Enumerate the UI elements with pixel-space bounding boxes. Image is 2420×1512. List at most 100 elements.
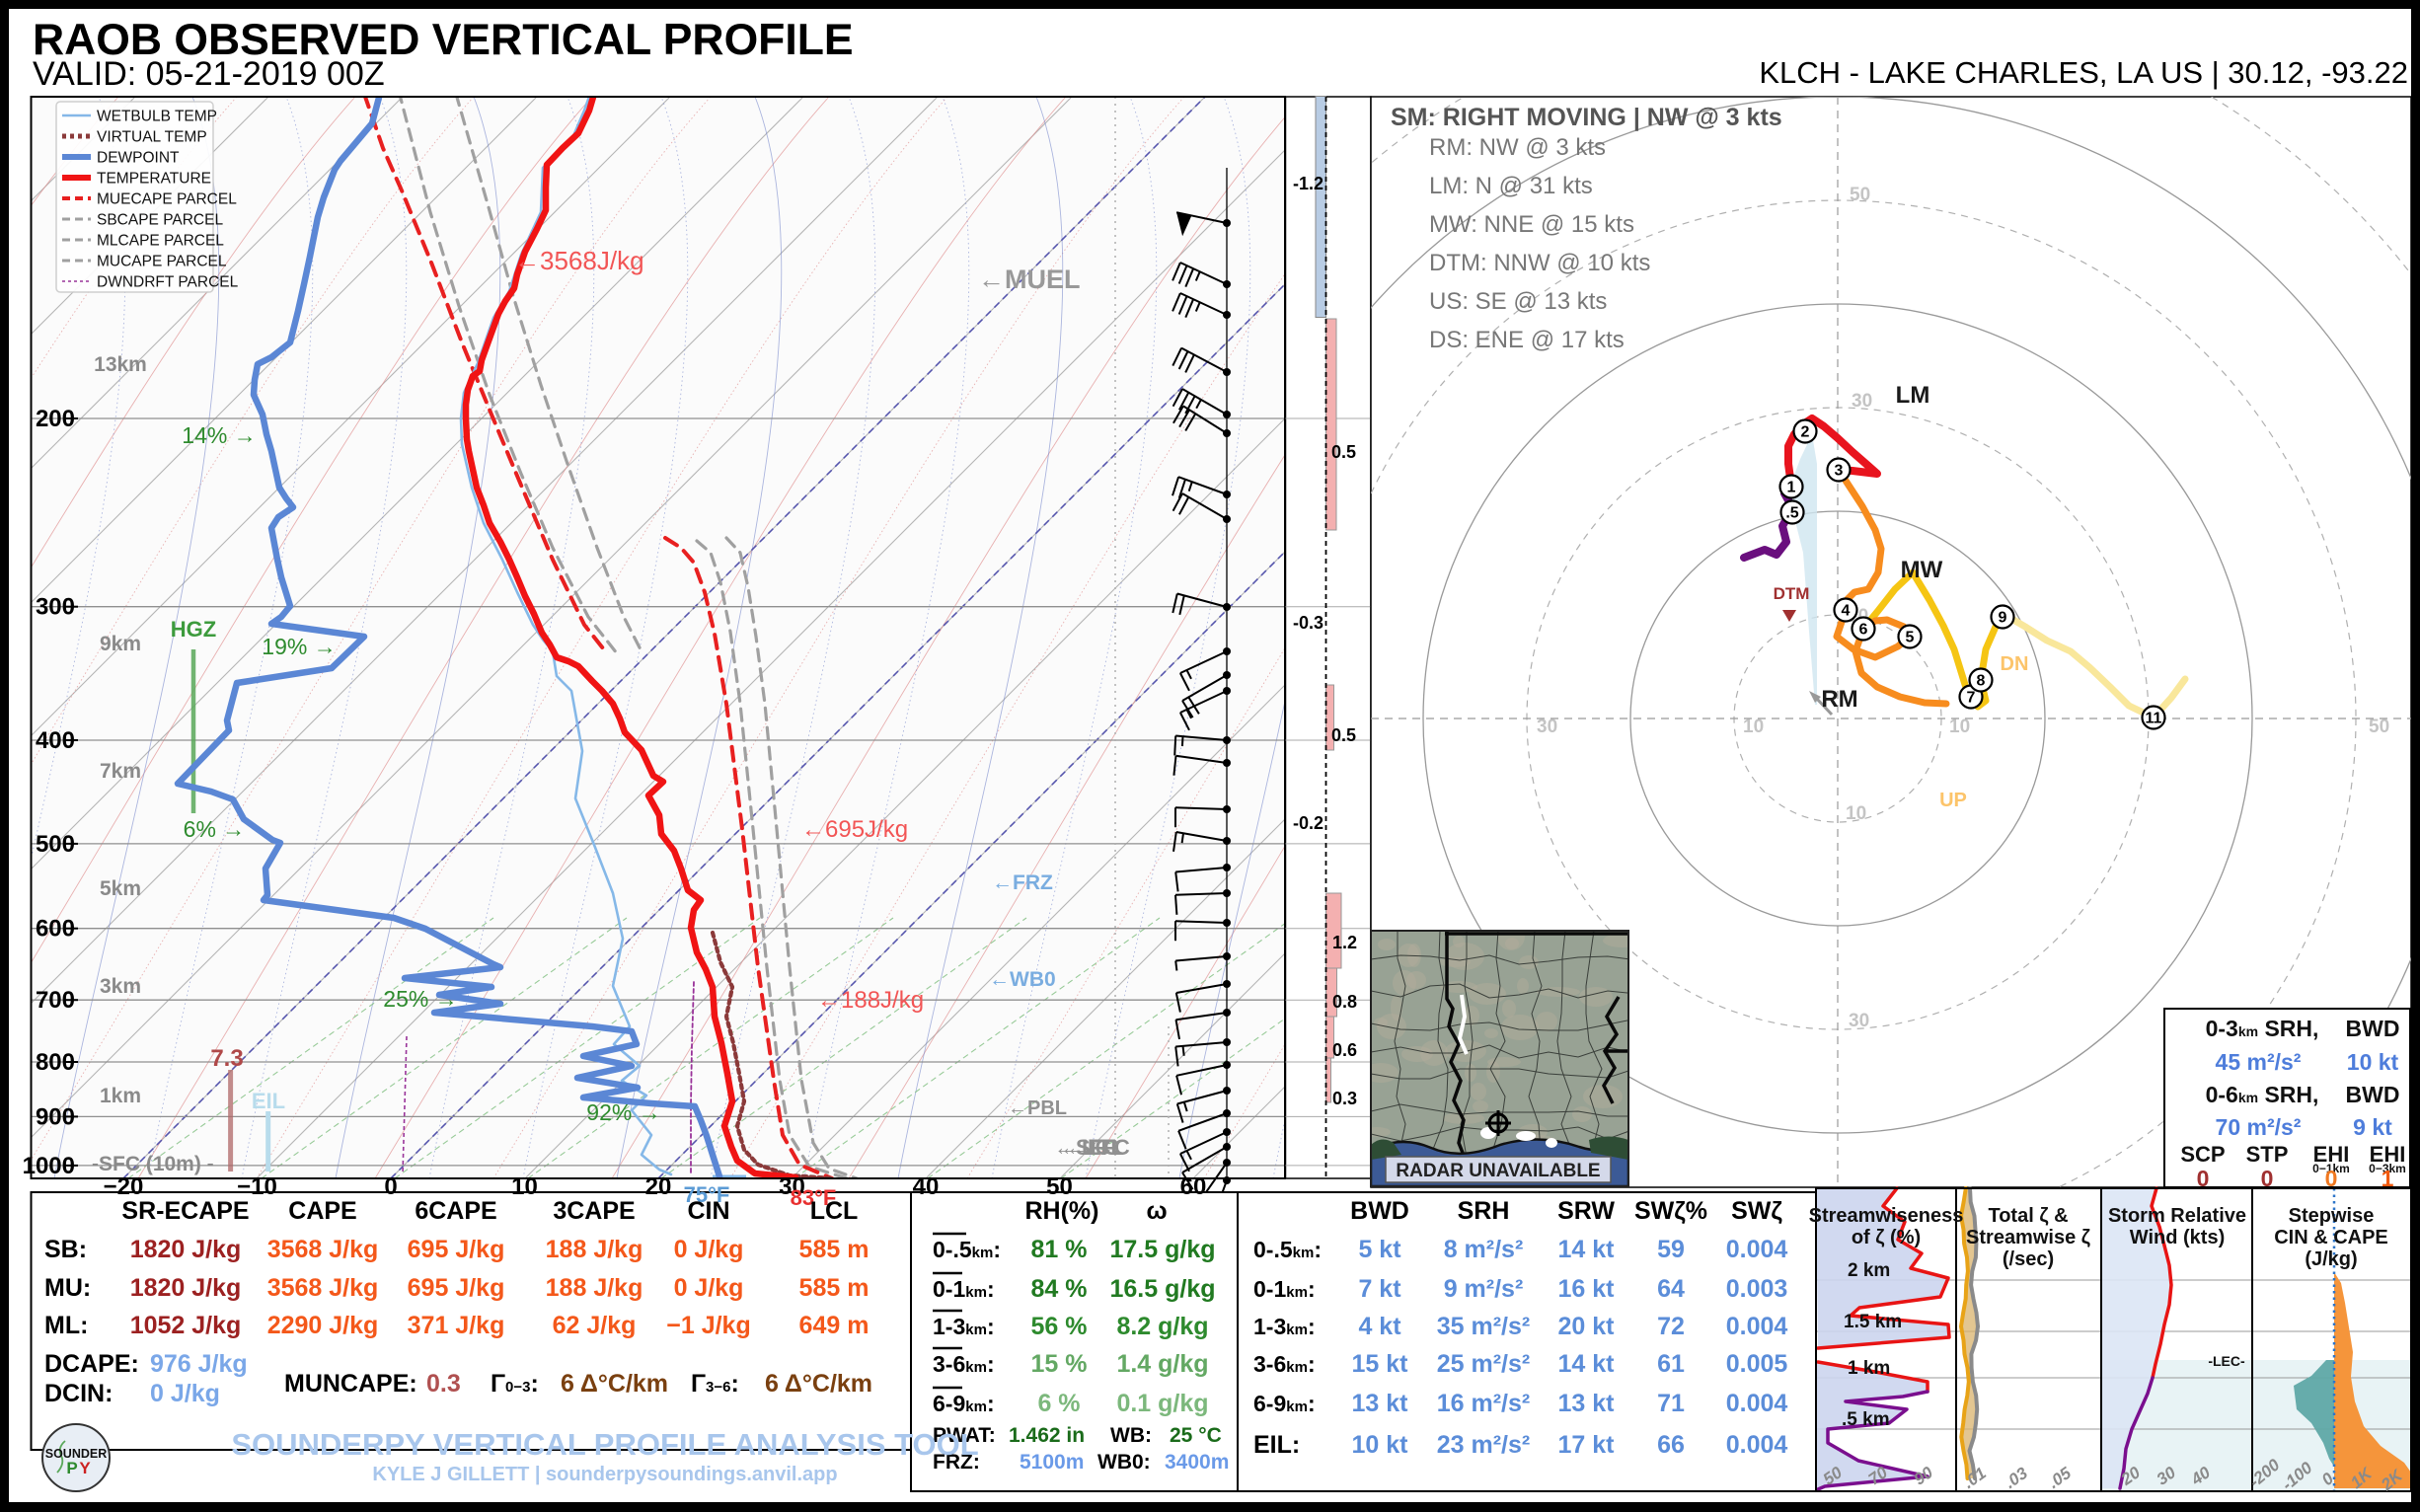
svg-text:585 m: 585 m [799,1274,870,1302]
svg-text:2: 2 [1801,424,1810,441]
svg-text:9: 9 [1999,610,2007,627]
svg-text:16 m²/s²: 16 m²/s² [1437,1390,1530,1417]
svg-text:SOUNDERPY VERTICAL PROFILE ANA: SOUNDERPY VERTICAL PROFILE ANALYSIS TOOL [231,1427,978,1462]
svg-text:BWD: BWD [2346,1082,2400,1107]
svg-text:5km: 5km [100,877,141,900]
svg-text:1.5 km: 1.5 km [1844,1312,1902,1332]
svg-text:US: SE @ 13 kts: US: SE @ 13 kts [1429,288,1607,315]
svg-text:SCP: SCP [2180,1142,2225,1167]
svg-text:Stepwise: Stepwise [2289,1205,2375,1227]
svg-text:ML:: ML: [44,1312,88,1339]
svg-text:50: 50 [1850,185,1870,205]
svg-text:0 J/kg: 0 J/kg [674,1274,744,1302]
svg-text:DWNDRFT PARCEL: DWNDRFT PARCEL [97,274,239,291]
svg-text:695 J/kg: 695 J/kg [408,1274,505,1302]
svg-text:25 m²/s²: 25 m²/s² [1437,1350,1530,1378]
svg-text:19% →: 19% → [262,634,336,659]
svg-text:1.462 in: 1.462 in [1009,1424,1085,1447]
svg-text:DN: DN [2001,653,2029,675]
svg-text:695 J/kg: 695 J/kg [408,1236,505,1263]
svg-text:20 kt: 20 kt [1558,1313,1616,1340]
svg-text:RM: NW @ 3 kts: RM: NW @ 3 kts [1429,134,1606,161]
svg-text:0−1km: 0−1km [2312,1162,2350,1175]
svg-text:SWζ%: SWζ% [1634,1197,1707,1225]
svg-text:16 kt: 16 kt [1558,1275,1616,1303]
svg-text:3568 J/kg: 3568 J/kg [267,1274,379,1302]
svg-text:RADAR UNAVAILABLE: RADAR UNAVAILABLE [1396,1161,1600,1181]
svg-text:3-6km:: 3-6km: [1253,1351,1316,1377]
svg-text:9km: 9km [100,633,141,655]
svg-text:Y: Y [79,1459,91,1477]
svg-text:(/sec): (/sec) [2003,1248,2054,1270]
svg-text:10: 10 [511,1173,538,1200]
svg-text:STP: STP [2246,1142,2289,1167]
svg-text:3568 J/kg: 3568 J/kg [267,1236,379,1263]
svg-text:0.3: 0.3 [426,1370,461,1398]
svg-text:10: 10 [1743,717,1764,737]
svg-text:10 kt: 10 kt [1352,1431,1409,1459]
svg-text:Storm Relative: Storm Relative [2108,1205,2246,1227]
svg-text:0.004: 0.004 [1726,1313,1788,1340]
svg-text:SBCAPE PARCEL: SBCAPE PARCEL [97,212,223,229]
svg-text:TEMPERATURE: TEMPERATURE [97,171,211,188]
svg-text:CIN & CAPE: CIN & CAPE [2274,1227,2388,1248]
svg-text:VIRTUAL TEMP: VIRTUAL TEMP [97,129,207,146]
svg-text:0: 0 [2261,1166,2274,1191]
svg-text:−1 J/kg: −1 J/kg [666,1312,750,1339]
svg-text:DCAPE:: DCAPE: [44,1350,139,1378]
svg-text:30: 30 [779,1173,805,1200]
svg-text:SWζ: SWζ [1731,1197,1782,1225]
svg-text:3400m: 3400m [1165,1451,1229,1474]
svg-text:0.004: 0.004 [1726,1431,1788,1459]
svg-text:MW: NNE @ 15 kts: MW: NNE @ 15 kts [1429,211,1634,238]
svg-text:DEWPOINT: DEWPOINT [97,150,180,167]
svg-text:0 J/kg: 0 J/kg [150,1380,220,1407]
svg-text:20: 20 [645,1173,672,1200]
svg-text:0−3km: 0−3km [2369,1162,2406,1175]
svg-text:64: 64 [1657,1275,1685,1303]
svg-text:−20: −20 [104,1173,144,1200]
svg-text:SRW: SRW [1557,1197,1615,1225]
svg-text:6CAPE: 6CAPE [415,1197,496,1225]
svg-text:6 Δ°C/km: 6 Δ°C/km [765,1370,872,1398]
svg-text:MW: MW [1901,557,1943,583]
svg-text:13 kt: 13 kt [1558,1390,1616,1417]
svg-text:←695J/kg: ←695J/kg [801,816,908,843]
svg-text:92% →: 92% → [586,1099,660,1125]
svg-text:1820 J/kg: 1820 J/kg [130,1274,242,1302]
svg-text:71: 71 [1657,1390,1685,1417]
svg-text:1.2: 1.2 [1332,933,1357,952]
svg-text:66: 66 [1657,1431,1685,1459]
svg-text:←FRZ: ←FRZ [992,871,1053,894]
svg-text:EHI: EHI [2370,1142,2406,1167]
svg-text:WB:: WB: [1110,1424,1152,1447]
svg-text:9 kt: 9 kt [2353,1114,2392,1140]
svg-text:10: 10 [1846,803,1866,824]
svg-text:7.3: 7.3 [210,1045,243,1072]
svg-text:15 kt: 15 kt [1352,1350,1409,1378]
svg-text:6 %: 6 % [1037,1390,1080,1417]
svg-text:←3568J/kg: ←3568J/kg [514,246,644,275]
svg-text:MUNCAPE:: MUNCAPE: [284,1370,417,1398]
svg-text:DCIN:: DCIN: [44,1380,113,1407]
svg-text:1: 1 [1787,480,1796,496]
svg-text:←SFC: ←SFC [1054,1135,1119,1160]
svg-text:-SFC (10m) -: -SFC (10m) - [92,1153,214,1175]
svg-text:SM: RIGHT MOVING | NW @ 3 kts: SM: RIGHT MOVING | NW @ 3 kts [1391,104,1782,131]
svg-text:←PBL: ←PBL [1008,1097,1067,1119]
svg-text:61: 61 [1657,1350,1685,1378]
svg-text:KLCH - LAKE CHARLES, LA US | 3: KLCH - LAKE CHARLES, LA US | 30.12, -93.… [1759,55,2408,90]
svg-text:7km: 7km [100,760,141,783]
svg-text:Streamwise ζ: Streamwise ζ [1966,1227,2090,1248]
svg-text:KYLE J GILLETT | sounderpysoun: KYLE J GILLETT | sounderpysoundings.anvi… [372,1464,837,1485]
svg-text:0-3km SRH,: 0-3km SRH, [2206,1016,2319,1041]
svg-text:-0.3: -0.3 [1293,613,1323,633]
svg-text:13km: 13km [94,353,147,376]
svg-text:EIL:: EIL: [1253,1431,1300,1459]
svg-text:MU:: MU: [44,1274,91,1302]
svg-text:1 km: 1 km [1848,1358,1890,1379]
svg-text:0.5: 0.5 [1331,442,1356,462]
svg-text:0.8: 0.8 [1332,992,1357,1012]
svg-text:0.1 g/kg: 0.1 g/kg [1116,1390,1208,1417]
svg-text:UP: UP [1939,790,1967,811]
